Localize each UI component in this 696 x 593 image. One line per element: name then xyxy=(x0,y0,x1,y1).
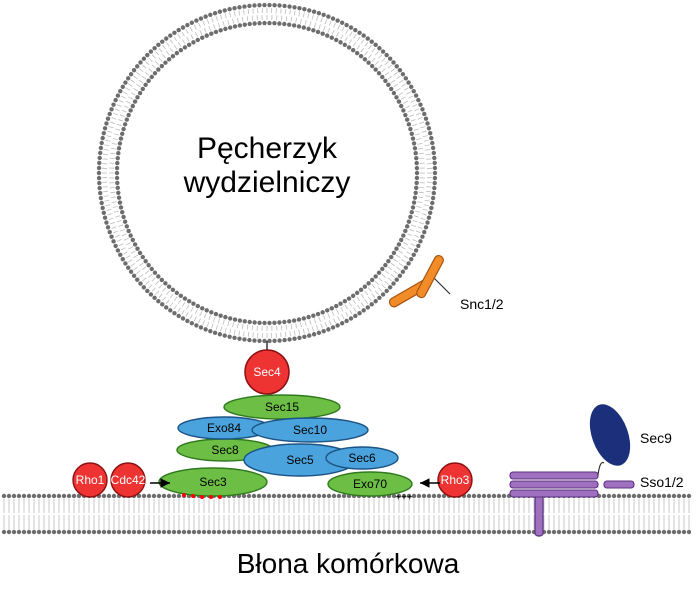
vesicle-label: Pęcherzyk wydzielniczy xyxy=(151,132,383,200)
snc-label: Snc1/2 xyxy=(460,296,504,312)
sso-label: Sso1/2 xyxy=(640,474,684,490)
vesicle-label-line2: wydzielniczy xyxy=(151,166,383,200)
plasma-membrane-label: Błona komórkowa xyxy=(180,548,516,580)
protein-label-cdc42: Cdc42 xyxy=(111,473,146,487)
vesicle-label-line1: Pęcherzyk xyxy=(151,132,383,166)
protein-label-sec8: Sec8 xyxy=(211,443,238,457)
protein-label-exo70: Exo70 xyxy=(353,477,387,491)
protein-label-sec3: Sec3 xyxy=(199,475,226,489)
protein-label-exo84: Exo84 xyxy=(207,421,241,435)
protein-label-sec4: Sec4 xyxy=(253,365,280,379)
protein-label-sec15: Sec15 xyxy=(265,400,299,414)
protein-label-sec10: Sec10 xyxy=(293,423,327,437)
protein-label-sec6: Sec6 xyxy=(348,451,375,465)
protein-label-sec5: Sec5 xyxy=(286,453,313,467)
sec9-label: Sec9 xyxy=(640,430,672,446)
protein-label-rho3: Rho3 xyxy=(441,473,470,487)
exo70-charge: +++ xyxy=(395,493,413,504)
diagram-svg xyxy=(0,0,696,588)
protein-label-rho1: Rho1 xyxy=(76,473,105,487)
